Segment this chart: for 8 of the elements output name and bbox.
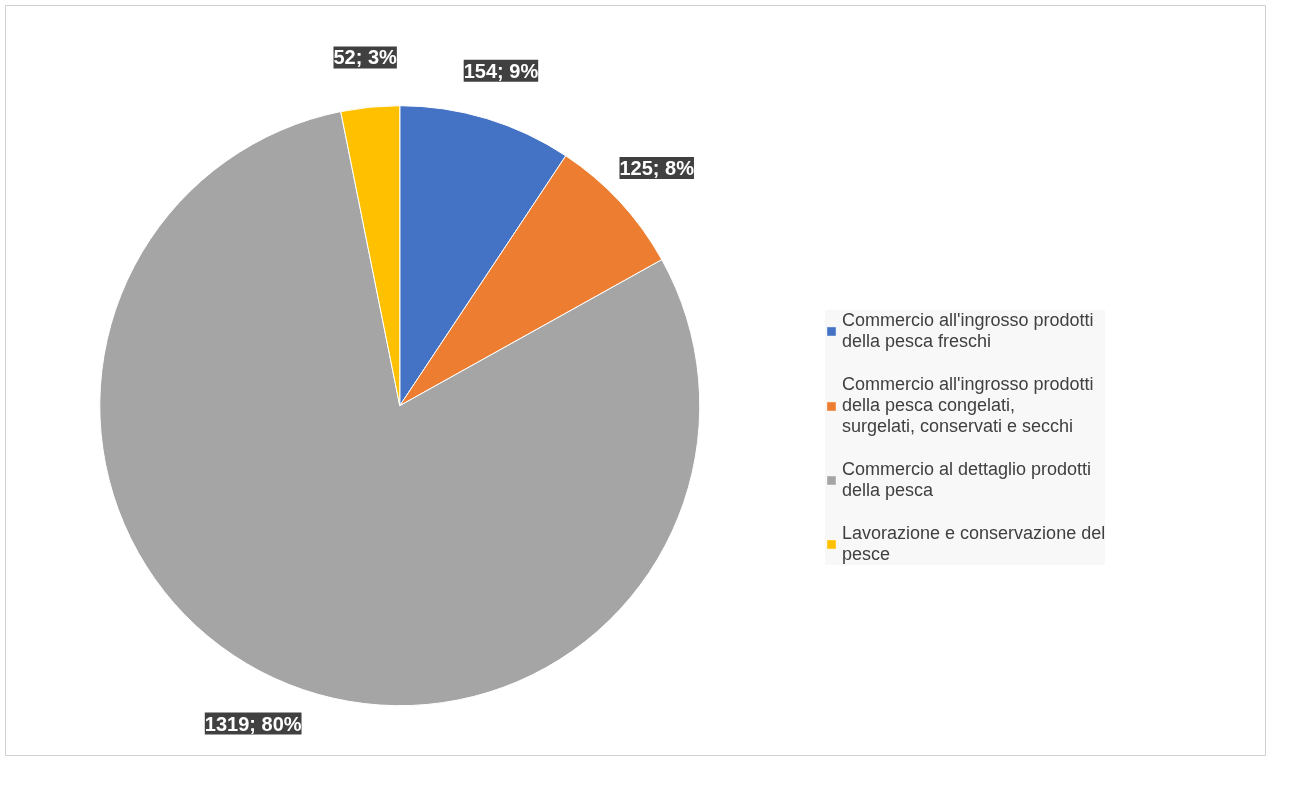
legend-label: Commercio all'ingrosso prodotti della pesca freschi	[842, 310, 1094, 352]
legend-label: Lavorazione e conservazione del pesce	[842, 523, 1106, 565]
legend-label: Commercio all'ingrosso prodotti della pesca congelati, surgelati, conservati e secchi	[842, 374, 1094, 437]
data-label: 125; 8%	[619, 157, 695, 180]
data-label: 154; 9%	[463, 59, 539, 82]
data-label: 1319; 80%	[204, 712, 302, 735]
legend-label: Commercio al dettaglio prodotti della pesca	[842, 459, 1092, 501]
data-label: 52; 3%	[333, 46, 398, 69]
